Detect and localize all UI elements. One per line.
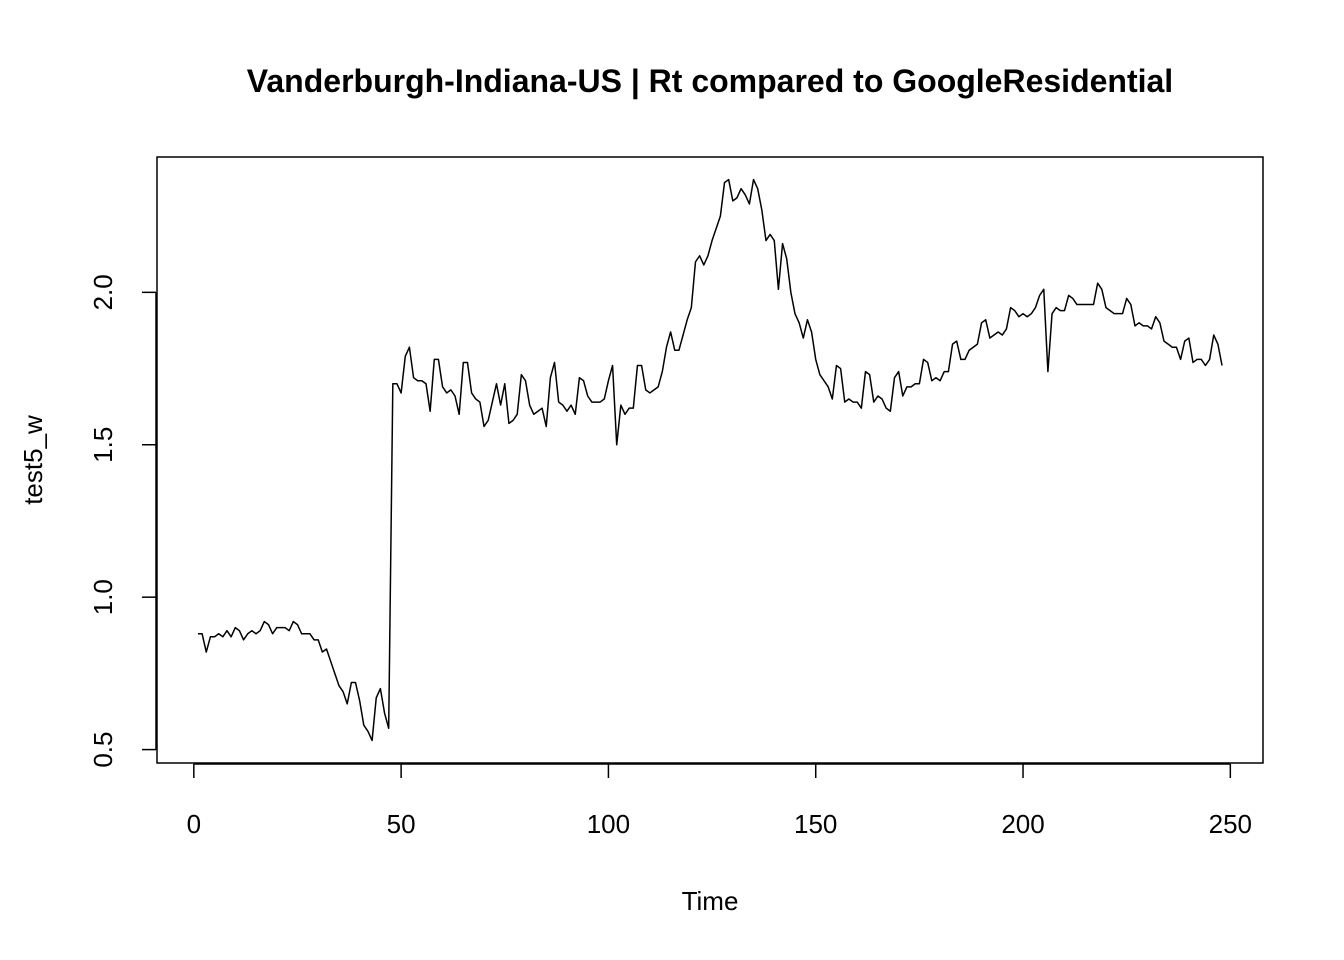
plot-box [156, 156, 1264, 764]
y-tick-label: 1.5 [88, 427, 118, 463]
x-tick-label: 100 [587, 809, 630, 839]
x-tick-label: 0 [187, 809, 201, 839]
data-line [197, 178, 1223, 742]
x-axis-label: Time [682, 886, 739, 916]
x-tick-label: 150 [794, 809, 837, 839]
y-tick-label: 1.0 [88, 579, 118, 615]
y-tick-label: 0.5 [88, 732, 118, 768]
chart-title: Vanderburgh-Indiana-US | Rt compared to … [247, 63, 1173, 99]
y-axis-label: test5_w [18, 415, 48, 505]
y-tick-label: 2.0 [88, 274, 118, 310]
x-tick-label: 50 [387, 809, 416, 839]
x-tick-label: 250 [1209, 809, 1252, 839]
x-tick-label: 200 [1001, 809, 1044, 839]
